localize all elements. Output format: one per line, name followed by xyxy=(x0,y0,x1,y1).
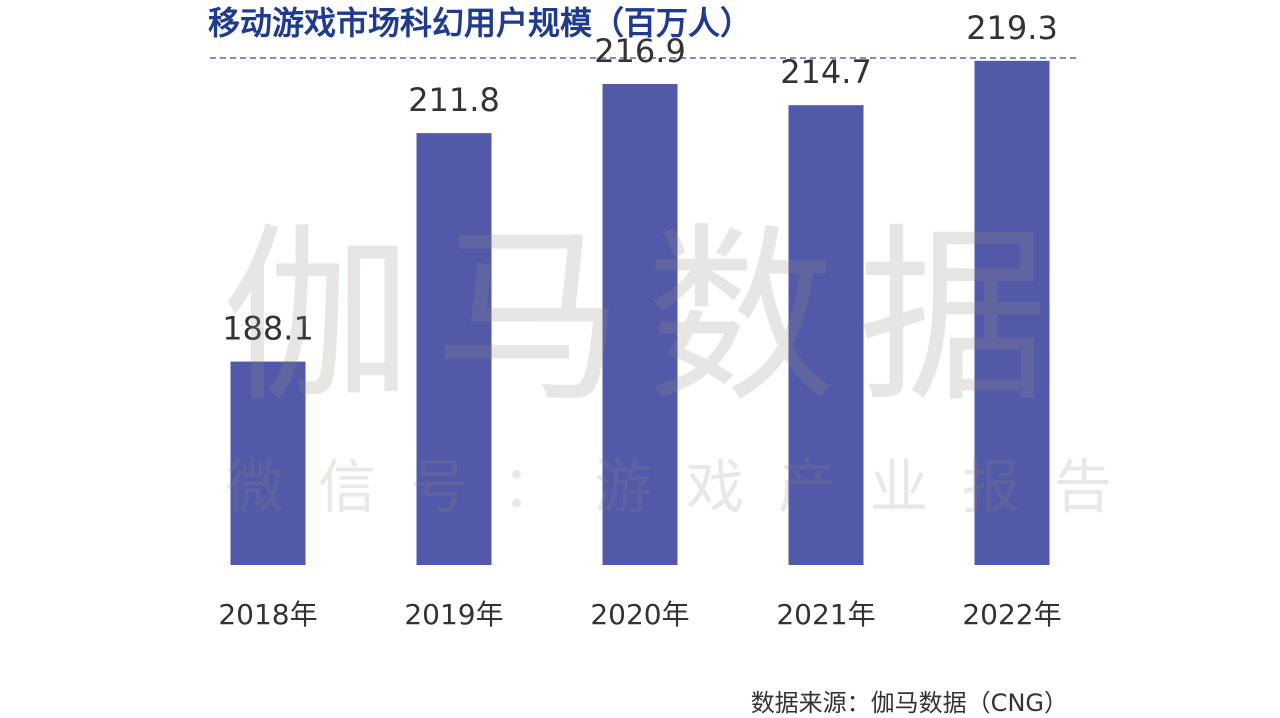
category-label: 2022年 xyxy=(962,598,1061,631)
watermark-brand: 伽马数据 xyxy=(222,207,1071,428)
value-label: 216.9 xyxy=(594,32,686,70)
category-label: 2020年 xyxy=(590,598,689,631)
category-label: 2021年 xyxy=(776,598,875,631)
bar-2018年 xyxy=(230,361,306,565)
chart-title: 移动游戏市场科幻用户规模（百万人） xyxy=(208,4,753,42)
value-labels-layer: 188.1 211.8 216.9 214.7 219.3 xyxy=(222,9,1058,348)
category-label: 2019年 xyxy=(404,598,503,631)
bar-2021年 xyxy=(788,105,864,565)
source-note: 数据来源：伽马数据（CNG） xyxy=(750,689,1068,717)
value-label: 219.3 xyxy=(966,9,1058,47)
category-labels-layer: 2018年 2019年 2020年 2021年 2022年 xyxy=(218,598,1061,631)
bars-layer xyxy=(230,60,1050,566)
title-divider xyxy=(210,57,1076,59)
value-label: 188.1 xyxy=(222,310,314,348)
category-label: 2018年 xyxy=(218,598,317,631)
bar-2022年 xyxy=(974,60,1050,565)
watermark-account: 微信号：游戏产业报告 xyxy=(226,453,1147,521)
bar-2020年 xyxy=(602,83,678,566)
value-label: 211.8 xyxy=(408,81,500,119)
value-label: 214.7 xyxy=(780,53,872,91)
bar-2019年 xyxy=(416,133,492,566)
